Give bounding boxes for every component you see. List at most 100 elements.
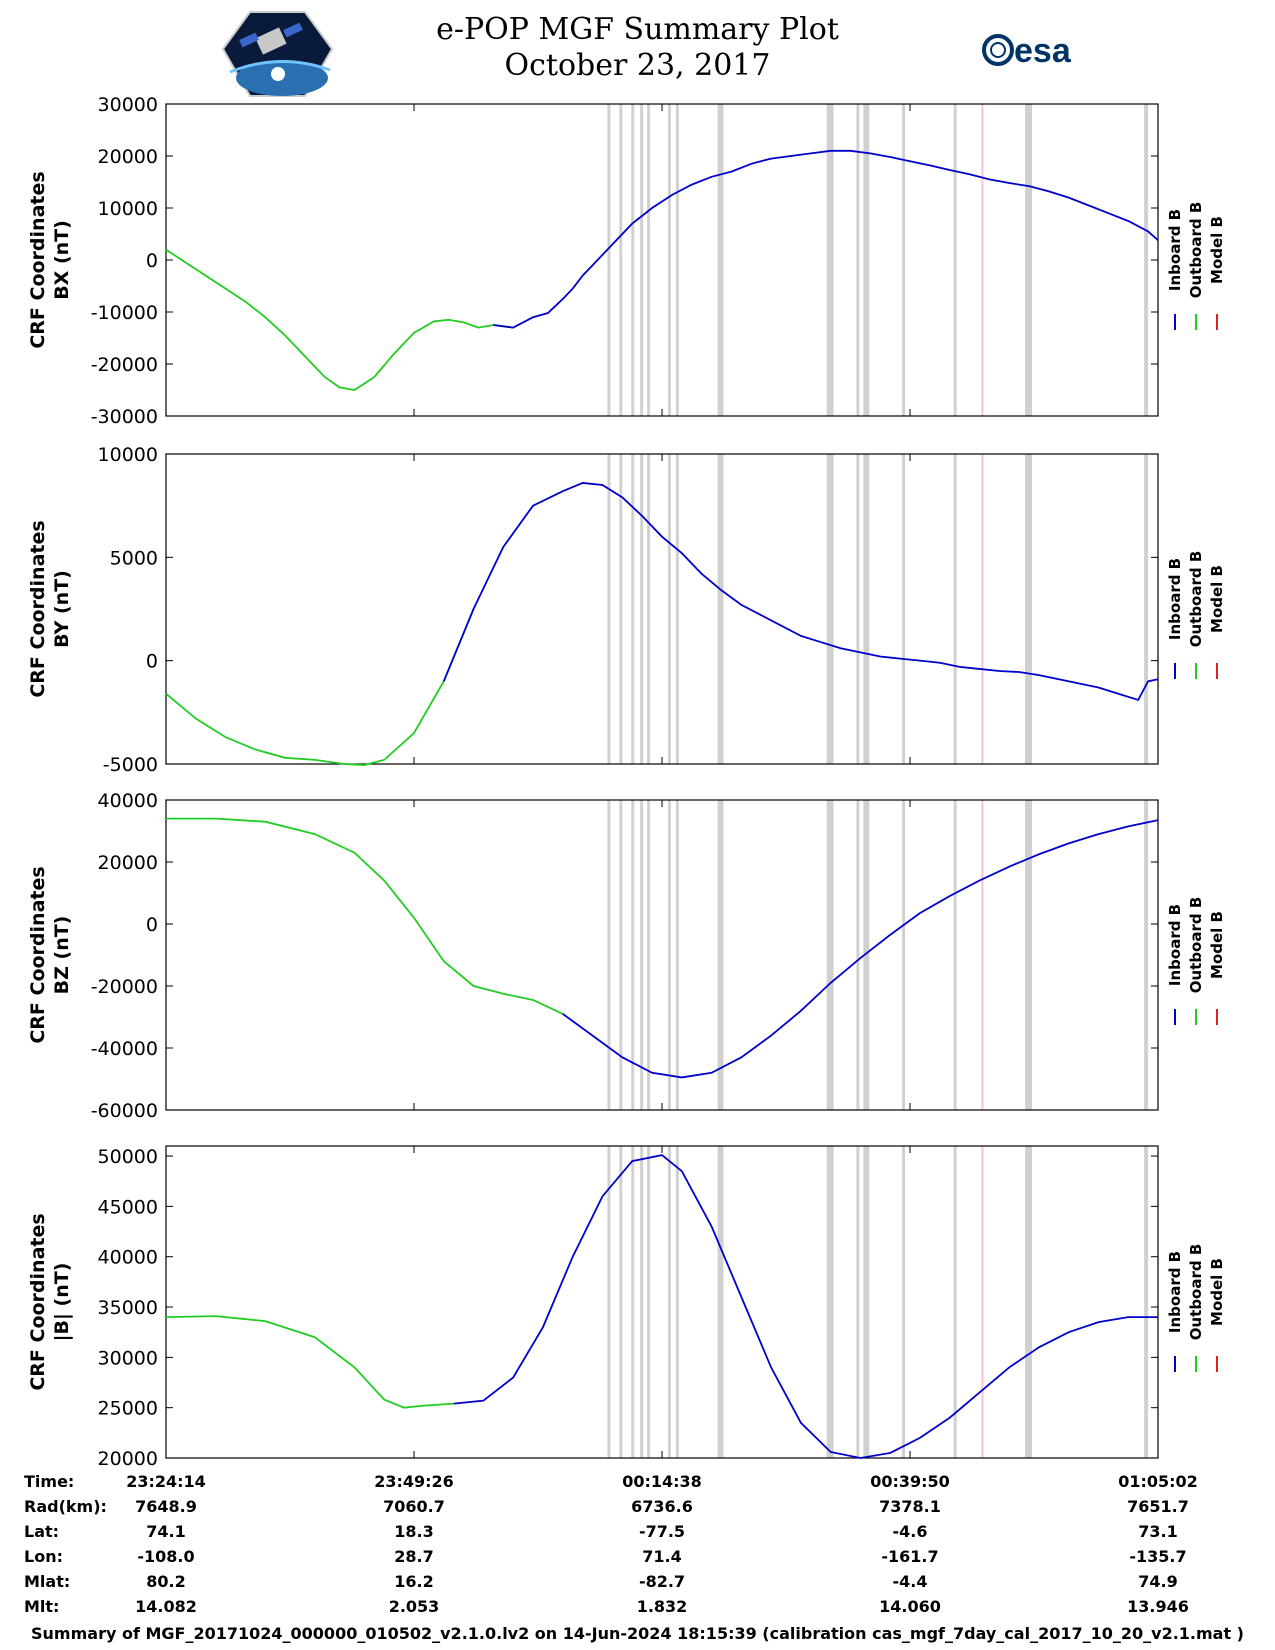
- flag-band: [953, 454, 957, 764]
- info-row-label: Mlt:: [24, 1597, 59, 1616]
- plot-title: e-POP MGF Summary Plot: [436, 12, 839, 47]
- flag-band: [981, 104, 984, 416]
- legend-label: Outboard B: [1187, 202, 1205, 299]
- title-block: e-POP MGF Summary Plot October 23, 2017: [0, 12, 1275, 84]
- info-row-label: Time:: [24, 1472, 74, 1491]
- flag-band: [607, 800, 611, 1110]
- flag-band: [675, 1146, 679, 1458]
- flag-band: [1025, 800, 1033, 1110]
- flag-band: [1144, 800, 1149, 1110]
- y-tick-label: 5000: [110, 547, 158, 569]
- series-line-outboard-b: [165, 608, 475, 766]
- y-tick-label: -5000: [103, 754, 158, 776]
- flag-band: [1144, 454, 1149, 764]
- flag-band: [631, 1146, 635, 1458]
- flag-band: [619, 1146, 623, 1458]
- info-cell: 14.082: [135, 1597, 197, 1616]
- flag-band: [675, 800, 679, 1110]
- y-tick-label: 20000: [98, 1448, 158, 1470]
- flag-band: [856, 104, 860, 416]
- legend-label: Inboard B: [1166, 558, 1184, 640]
- flag-band: [1144, 104, 1149, 416]
- info-cell: 23:24:14: [126, 1472, 206, 1491]
- y-tick-label: 0: [146, 651, 158, 673]
- info-cell: -161.7: [881, 1547, 938, 1566]
- flag-band: [981, 800, 984, 1110]
- info-cell: 28.7: [394, 1547, 433, 1566]
- flag-band: [856, 1146, 860, 1458]
- series-line-model-b: [493, 298, 564, 329]
- series-line-inboard-b: [493, 149, 1159, 329]
- panel-3: 40000 20000 0 -20000 -40000 -60000 CRF Coordin…: [27, 790, 1226, 1122]
- flag-band: [953, 800, 957, 1110]
- panel-1: 30000 20000 10000 0 -10000 -20000 -30000 CRF Co…: [27, 94, 1226, 428]
- y-tick-label: 30000: [98, 94, 158, 116]
- info-cell: 2.053: [389, 1597, 440, 1616]
- y-axis-label-line2: BZ (nT): [51, 916, 73, 995]
- flag-band: [981, 454, 984, 764]
- flag-band: [647, 454, 651, 764]
- legend-label: Model B: [1208, 216, 1226, 284]
- info-cell: 1.832: [637, 1597, 688, 1616]
- info-row-label: Mlat:: [24, 1572, 70, 1591]
- flag-band: [647, 104, 651, 416]
- flag-band: [902, 800, 906, 1110]
- y-axis-label-line1: CRF Coordinates: [27, 866, 49, 1043]
- flag-band: [953, 1146, 957, 1458]
- flag-band: [863, 454, 870, 764]
- info-cell: 13.946: [1127, 1597, 1189, 1616]
- flag-band: [826, 800, 834, 1110]
- y-tick-label: 20000: [98, 852, 158, 874]
- info-cell: -77.5: [639, 1522, 685, 1541]
- info-cell: 23:49:26: [374, 1472, 454, 1491]
- y-axis-label-line1: CRF Coordinates: [27, 520, 49, 697]
- flag-band: [1025, 1146, 1033, 1458]
- flag-band: [640, 1146, 644, 1458]
- footer-summary: Summary of MGF_20171024_000000_010502_v2…: [31, 1624, 1244, 1643]
- info-row-label: Lon:: [24, 1547, 63, 1566]
- info-row-label: Lat:: [24, 1522, 59, 1541]
- flag-band: [826, 1146, 834, 1458]
- legend-label: Outboard B: [1187, 1244, 1205, 1341]
- series-line-inboard-b: [442, 482, 1159, 702]
- info-cell: -135.7: [1129, 1547, 1186, 1566]
- y-tick-label: 25000: [98, 1398, 158, 1420]
- e-pop-cassiope-logo: [221, 11, 334, 97]
- flag-band: [619, 454, 623, 764]
- flag-band: [1144, 1146, 1149, 1458]
- y-tick-label: -20000: [91, 354, 158, 376]
- flag-band: [953, 104, 957, 416]
- info-cell: 18.3: [394, 1522, 433, 1541]
- flag-band: [640, 104, 644, 416]
- panel-2: 10000 5000 0 -5000 CRF Coordinates BY (nT) Inb…: [27, 444, 1226, 776]
- series-line-outboard-b: [165, 1315, 454, 1409]
- flag-band: [607, 454, 611, 764]
- flag-band: [826, 104, 834, 416]
- info-cell: 73.1: [1138, 1522, 1177, 1541]
- info-cell: 01:05:02: [1118, 1472, 1198, 1491]
- legend-label: Inboard B: [1166, 209, 1184, 291]
- y-tick-label: -40000: [91, 1038, 158, 1060]
- flag-band: [619, 104, 623, 416]
- y-tick-label: -20000: [91, 976, 158, 998]
- info-cell: 74.1: [146, 1522, 185, 1541]
- info-cell: 80.2: [146, 1572, 185, 1591]
- flag-band: [667, 800, 671, 1110]
- legend-label: Outboard B: [1187, 897, 1205, 994]
- y-tick-label: -10000: [91, 302, 158, 324]
- flag-band: [647, 1146, 651, 1458]
- y-tick-label: 0: [146, 914, 158, 936]
- info-cell: -4.4: [893, 1572, 928, 1591]
- plot-date: October 23, 2017: [504, 48, 771, 83]
- info-cell: 16.2: [394, 1572, 433, 1591]
- legend-label: Model B: [1208, 565, 1226, 633]
- flag-band: [607, 1146, 611, 1458]
- flag-band: [981, 1146, 984, 1458]
- y-tick-label: 45000: [98, 1196, 158, 1218]
- y-tick-label: 0: [146, 250, 158, 272]
- info-cell: 7378.1: [879, 1497, 941, 1516]
- y-tick-label: 10000: [98, 444, 158, 466]
- panel-frame: [165, 103, 1159, 417]
- info-cell: 7648.9: [135, 1497, 197, 1516]
- flag-band: [647, 800, 651, 1110]
